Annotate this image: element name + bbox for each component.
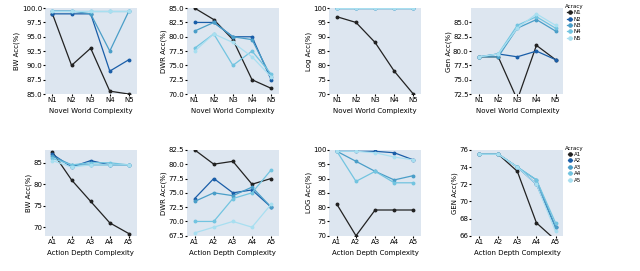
Y-axis label: LOG Acc(%): LOG Acc(%)	[305, 172, 312, 213]
Y-axis label: GEN Acc(%): GEN Acc(%)	[452, 172, 458, 214]
Y-axis label: Gen Acc(%): Gen Acc(%)	[445, 31, 452, 72]
X-axis label: Action Depth Complexity: Action Depth Complexity	[47, 250, 134, 256]
Y-axis label: Log Acc(%): Log Acc(%)	[305, 31, 312, 71]
X-axis label: Novel World Complexity: Novel World Complexity	[49, 108, 132, 114]
X-axis label: Novel World Complexity: Novel World Complexity	[191, 108, 275, 114]
Y-axis label: DWR Acc(%): DWR Acc(%)	[161, 171, 167, 215]
Legend: A1, A2, A3, A4, A5: A1, A2, A3, A4, A5	[565, 146, 584, 182]
X-axis label: Action Depth Complexity: Action Depth Complexity	[474, 250, 561, 256]
X-axis label: Novel World Complexity: Novel World Complexity	[476, 108, 559, 114]
X-axis label: Novel World Complexity: Novel World Complexity	[333, 108, 417, 114]
X-axis label: Action Depth Complexity: Action Depth Complexity	[332, 250, 419, 256]
Y-axis label: BW Acc(%): BW Acc(%)	[25, 174, 31, 212]
Y-axis label: BW Acc(%): BW Acc(%)	[14, 32, 20, 70]
X-axis label: Action Depth Complexity: Action Depth Complexity	[189, 250, 276, 256]
Y-axis label: DWR Acc(%): DWR Acc(%)	[161, 29, 167, 73]
Legend: N1, N2, N3, N4, N5: N1, N2, N3, N4, N5	[565, 4, 584, 41]
